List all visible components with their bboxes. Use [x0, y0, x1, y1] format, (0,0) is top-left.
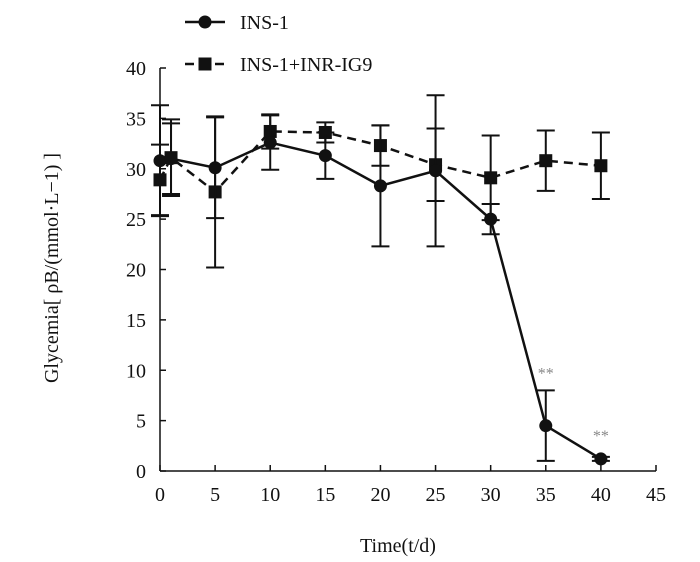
y-tick-label: 5 [136, 411, 146, 433]
x-tick-label: 0 [155, 484, 165, 506]
x-tick-label: 40 [591, 484, 611, 506]
significance-annotation: ** [593, 428, 609, 445]
series-layer [151, 94, 610, 466]
data-point-7 [429, 164, 443, 178]
data-point-3 [208, 161, 222, 175]
x-tick-label: 25 [426, 484, 446, 506]
series-line [158, 130, 602, 194]
significance-annotation: ** [538, 365, 554, 382]
x-tick-label: 30 [481, 484, 501, 506]
y-tick-label: 10 [126, 360, 146, 382]
x-tick-label: 20 [370, 484, 390, 506]
y-tick-label: 20 [126, 260, 146, 282]
series-1 [151, 94, 610, 466]
x-tick-label: 35 [536, 484, 556, 506]
data-point-10 [594, 159, 608, 173]
y-tick-label: 0 [136, 461, 146, 483]
annotations: ** ** [538, 365, 609, 444]
legend-entry-2: INS-1+INR-IG9 [185, 54, 372, 76]
legend: INS-1 INS-1+INR-IG9 [185, 12, 372, 76]
legend-marker [198, 57, 212, 71]
legend-entry-1: INS-1 [185, 12, 289, 34]
data-point-4 [263, 136, 277, 150]
y-tick-label: 25 [126, 209, 146, 231]
x-tick-label: 5 [210, 484, 220, 506]
data-point-1 [153, 154, 167, 168]
y-tick-label: 30 [126, 159, 146, 181]
axes [159, 68, 656, 472]
data-point-9 [539, 419, 553, 433]
x-axis-title: Time(t/d) [360, 535, 436, 557]
x-tick-label: 10 [260, 484, 280, 506]
y-tick-label: 40 [126, 58, 146, 80]
y-tick-label: 35 [126, 108, 146, 130]
y-axis-ticks: 0 5 10 15 20 25 30 35 40 [126, 58, 166, 483]
data-point-5 [318, 149, 332, 163]
y-tick-label: 15 [126, 310, 146, 332]
data-point-10 [594, 452, 608, 466]
legend-label: INS-1+INR-IG9 [240, 54, 372, 76]
x-axis-ticks: 0 5 10 15 20 25 30 35 40 45 [155, 465, 666, 506]
series-line [159, 141, 602, 460]
legend-label: INS-1 [240, 12, 289, 34]
legend-marker [198, 15, 212, 29]
data-point-6 [373, 179, 387, 193]
data-point-2 [164, 152, 178, 166]
data-point-8 [484, 212, 498, 226]
x-tick-label: 45 [646, 484, 666, 506]
y-axis-title: Glycemia[ ρB/(mmol·L−1) ] [41, 153, 63, 383]
x-tick-label: 15 [315, 484, 335, 506]
data-point-9 [539, 154, 553, 168]
data-point-8 [484, 171, 498, 185]
